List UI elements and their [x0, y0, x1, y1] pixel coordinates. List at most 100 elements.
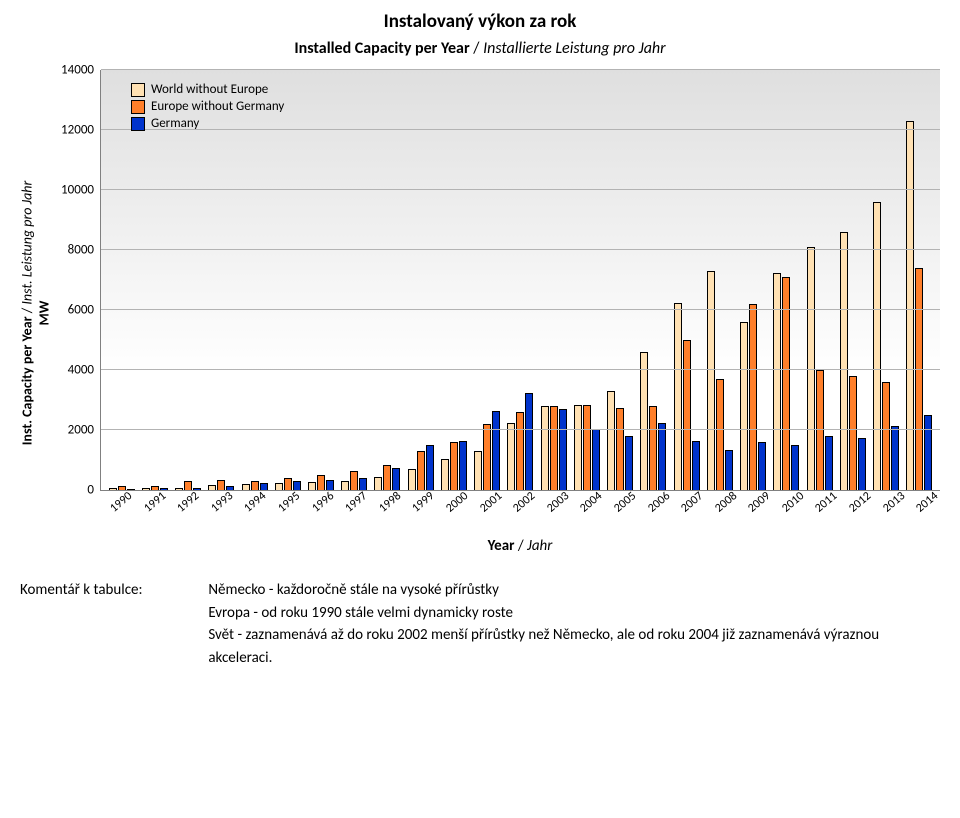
legend-item-germany: Germany: [131, 116, 284, 131]
gridline: [101, 369, 940, 370]
bar-group: [637, 70, 670, 490]
bar: [184, 481, 192, 490]
x-tick-label: 1998: [373, 486, 408, 518]
bar: [483, 424, 491, 490]
bar: [251, 481, 259, 490]
bar: [525, 393, 533, 491]
x-tick-label: 1991: [138, 486, 173, 518]
x-tick-label: 2010: [776, 486, 811, 518]
bar: [350, 471, 358, 491]
bar-group: [869, 70, 902, 490]
x-tick-label: 2012: [843, 486, 878, 518]
bar-group: [105, 70, 138, 490]
y-ticks: 02000400060008000100001200014000: [50, 70, 100, 490]
bar-groups: [101, 70, 940, 490]
xlabel-bold: Year: [488, 537, 515, 555]
bar: [208, 485, 216, 490]
bar: [674, 303, 682, 491]
bar: [408, 469, 416, 490]
bar-group: [338, 70, 371, 490]
ylabel-bold: Inst. Capacity per Year: [18, 316, 35, 445]
legend-item-world: World without Europe: [131, 82, 284, 97]
x-tick-label: 2005: [608, 486, 643, 518]
x-tick-label: 2002: [507, 486, 542, 518]
chart-col: 02000400060008000100001200014000 World w…: [50, 70, 940, 555]
bar-group: [437, 70, 470, 490]
bar: [242, 484, 250, 490]
bar-group: [836, 70, 869, 490]
gridline: [101, 69, 940, 70]
title-sub-sep: /: [470, 39, 483, 58]
bar: [492, 411, 500, 491]
bar-group: [471, 70, 504, 490]
y-tick-label: 2000: [68, 423, 94, 438]
commentary-body: Německo - každoročně stále na vysoké pří…: [208, 579, 940, 669]
bar: [459, 441, 467, 491]
bar: [450, 442, 458, 490]
bar: [217, 480, 225, 491]
x-tick-label: 1997: [339, 486, 374, 518]
bar-group: [770, 70, 803, 490]
bar: [574, 405, 582, 491]
bar: [275, 483, 283, 491]
bar: [625, 436, 633, 490]
bar: [592, 429, 600, 491]
x-tick-label: 1996: [305, 486, 340, 518]
title-sub: Installed Capacity per Year / Installier…: [20, 39, 940, 58]
bar-group: [238, 70, 271, 490]
bar: [317, 475, 325, 490]
bar: [707, 271, 715, 490]
bar-group: [171, 70, 204, 490]
bar: [383, 465, 391, 491]
bar: [417, 451, 425, 490]
bar: [516, 412, 524, 490]
ylabel-col: Inst. Capacity per Year / Inst. Leistung…: [20, 70, 50, 555]
bar: [583, 405, 591, 491]
bar: [758, 442, 766, 490]
bar: [716, 379, 724, 490]
page: Instalovaný výkon za rok Installed Capac…: [0, 0, 960, 689]
legend: World without Europe Europe without Germ…: [131, 82, 284, 133]
bar-group: [504, 70, 537, 490]
x-tick-label: 2000: [440, 486, 475, 518]
bar: [906, 121, 914, 490]
x-tick-label: 1990: [104, 486, 139, 518]
x-tick-label: 2011: [809, 486, 844, 518]
x-tick-label: 2001: [473, 486, 508, 518]
chart-row: Inst. Capacity per Year / Inst. Leistung…: [20, 70, 940, 555]
bar-group: [371, 70, 404, 490]
gridline: [101, 429, 940, 430]
ylabel-sep: /: [18, 304, 35, 316]
bar: [308, 482, 316, 490]
bar: [791, 445, 799, 490]
bar-group: [903, 70, 936, 490]
bar: [441, 459, 449, 491]
bar: [507, 423, 515, 491]
x-axis-label: Year / Jahr: [50, 537, 940, 555]
bar: [426, 445, 434, 490]
bar: [474, 451, 482, 490]
x-tick-label: 2014: [910, 486, 945, 518]
bar-group: [205, 70, 238, 490]
x-tick-label: 2003: [541, 486, 576, 518]
bar: [873, 202, 881, 490]
bar: [541, 406, 549, 490]
bar: [725, 450, 733, 491]
bar: [858, 438, 866, 491]
bar: [816, 370, 824, 490]
x-tick-label: 2013: [877, 486, 912, 518]
y-tick-label: 10000: [61, 183, 94, 198]
bar: [550, 406, 558, 490]
xlabel-italic: Jahr: [527, 537, 552, 555]
bar: [749, 304, 757, 490]
x-tick-label: 2008: [709, 486, 744, 518]
bar: [142, 488, 150, 490]
bar-group: [138, 70, 171, 490]
y-axis-label: Inst. Capacity per Year / Inst. Leistung…: [18, 180, 52, 445]
y-tick-label: 4000: [68, 363, 94, 378]
bar: [825, 436, 833, 490]
commentary-line: Svět - zaznamenává až do roku 2002 menší…: [208, 624, 940, 669]
y-tick-label: 8000: [68, 243, 94, 258]
legend-item-europe: Europe without Germany: [131, 99, 284, 114]
bar-group: [604, 70, 637, 490]
